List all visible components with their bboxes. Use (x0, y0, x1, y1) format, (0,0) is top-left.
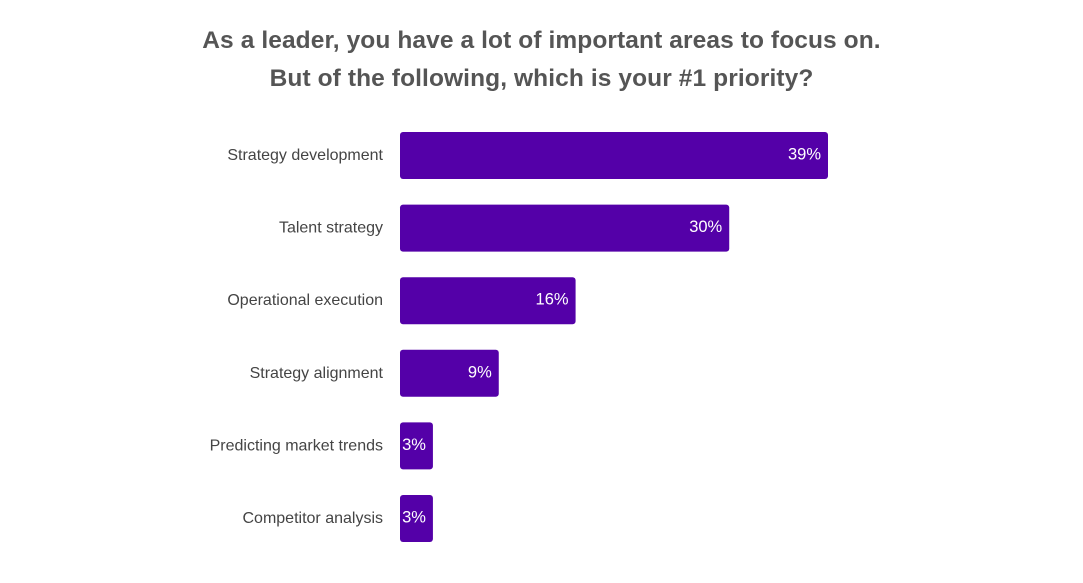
title-line-1: As a leader, you have a lot of important… (202, 27, 881, 54)
bar (400, 349, 499, 397)
title-line-2: But of the following, which is your #1 p… (269, 65, 814, 92)
category-label: Strategy alignment (250, 365, 384, 382)
category-label: Talent strategy (279, 220, 383, 237)
bar (400, 277, 576, 325)
bar (400, 132, 828, 179)
bar (400, 422, 433, 470)
value-label: 9% (468, 363, 492, 381)
category-label: Strategy development (227, 147, 383, 164)
value-label: 16% (536, 291, 569, 309)
bar (400, 204, 730, 252)
chart-title: As a leader, you have a lot of important… (0, 22, 1083, 98)
value-label: 3% (402, 436, 426, 454)
category-label: Competitor analysis (243, 510, 384, 527)
value-label: 3% (402, 509, 426, 527)
category-label: Operational execution (227, 292, 383, 309)
value-label: 30% (689, 218, 722, 236)
bar (400, 495, 433, 542)
category-label: Predicting market trends (210, 437, 383, 454)
value-label: 39% (788, 146, 821, 164)
